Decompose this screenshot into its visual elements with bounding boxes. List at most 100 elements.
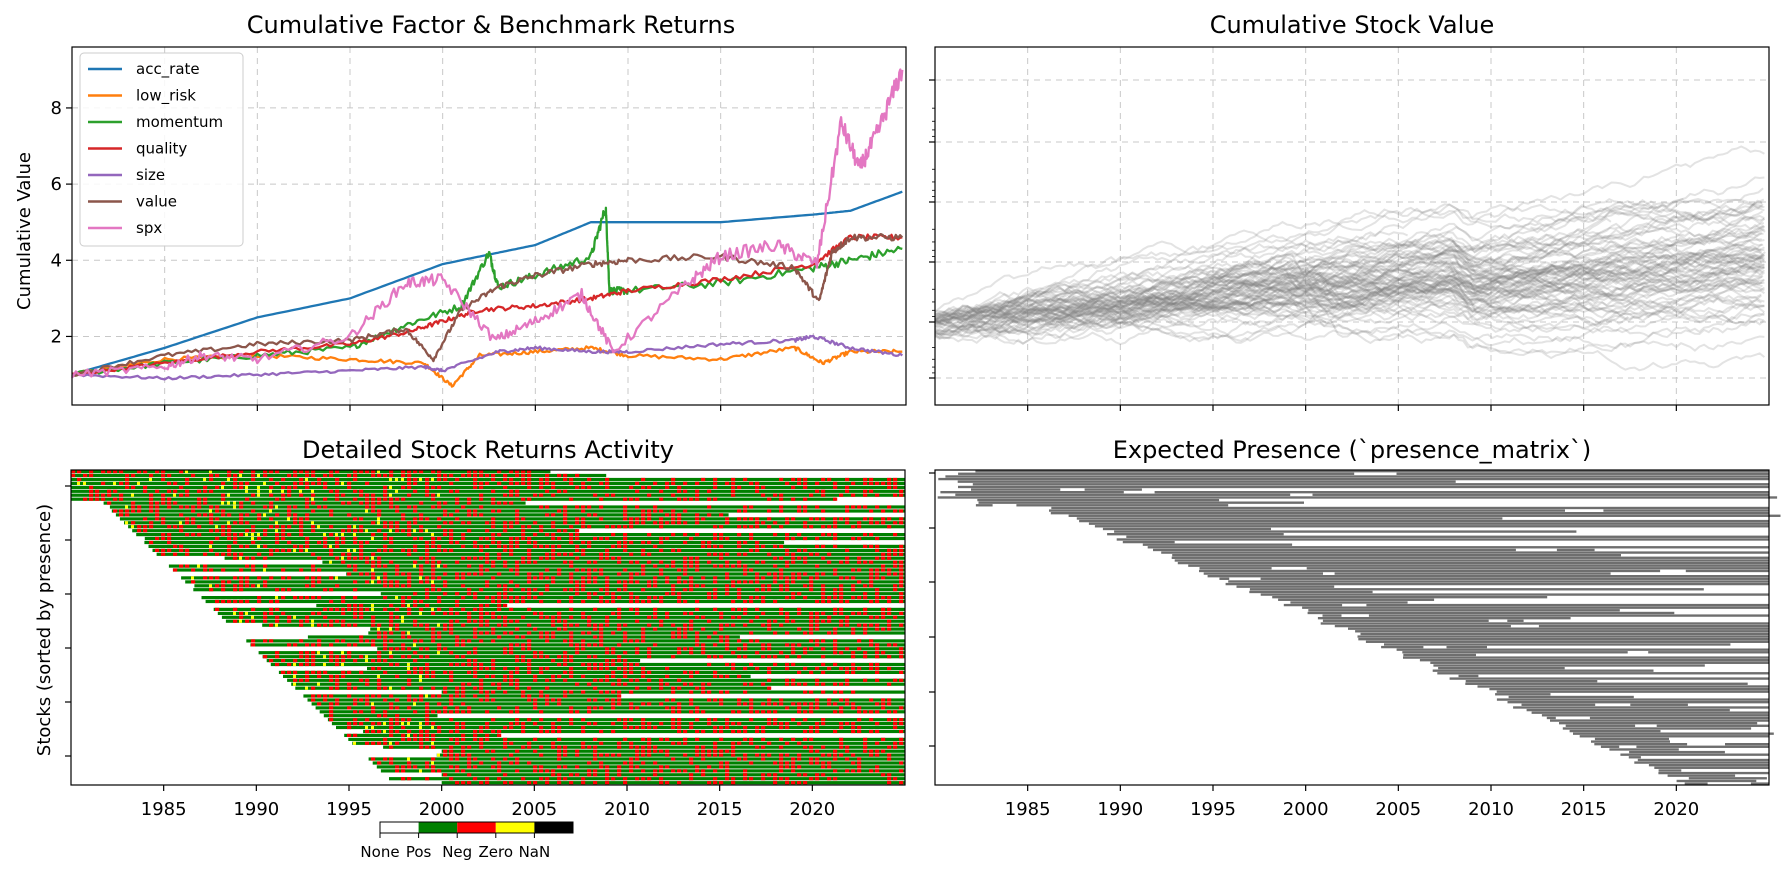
activity-neg-cell [689, 584, 694, 588]
activity-neg-cell [551, 521, 556, 525]
activity-zero-cell [419, 674, 422, 678]
activity-neg-cell [491, 564, 496, 568]
activity-neg-cell [665, 737, 670, 741]
activity-neg-cell [785, 481, 790, 485]
activity-neg-cell [833, 631, 838, 635]
activity-neg-cell [809, 729, 814, 734]
activity-row [346, 572, 905, 576]
activity-neg-cell [395, 505, 400, 509]
activity-neg-cell [323, 607, 328, 611]
activity-neg-cell [299, 662, 304, 667]
activity-zero-cell [377, 576, 380, 580]
stock-path [1202, 224, 1764, 288]
activity-neg-cell [713, 698, 718, 702]
activity-neg-cell [311, 670, 316, 674]
activity-neg-cell [401, 643, 406, 647]
activity-neg-cell [197, 505, 202, 509]
activity-neg-cell [425, 647, 430, 651]
activity-neg-cell [593, 753, 598, 757]
activity-neg-cell [473, 473, 478, 478]
activity-neg-cell [581, 615, 586, 619]
activity-neg-cell [449, 765, 454, 769]
activity-neg-cell [407, 481, 412, 485]
activity-zero-cell [227, 521, 230, 525]
activity-neg-cell [215, 552, 220, 556]
activity-neg-cell [359, 607, 364, 611]
activity-zero-cell [407, 733, 410, 737]
activity-neg-cell [635, 651, 640, 655]
activity-neg-cell [473, 572, 478, 576]
activity-neg-cell [725, 639, 730, 643]
activity-neg-cell [677, 521, 682, 525]
activity-neg-cell [893, 615, 898, 619]
activity-neg-cell [233, 540, 238, 545]
activity-row [372, 761, 905, 765]
activity-neg-cell [803, 556, 808, 560]
activity-neg-cell [701, 773, 706, 777]
activity-neg-cell [749, 568, 754, 572]
activity-neg-cell [533, 737, 538, 741]
activity-neg-cell [497, 769, 502, 773]
activity-neg-cell [311, 552, 316, 556]
activity-neg-cell [299, 525, 304, 529]
activity-neg-cell [275, 599, 280, 604]
activity-neg-cell [737, 588, 742, 592]
activity-neg-cell [869, 769, 874, 773]
presence-segment [1573, 732, 1774, 735]
stock-path [1225, 239, 1764, 293]
factor-returns-panel: Cumulative Factor & Benchmark Returns Cu… [14, 11, 907, 411]
activity-neg-cell [593, 655, 598, 659]
activity-neg-cell [629, 521, 634, 525]
activity-neg-cell [137, 529, 142, 533]
activity-neg-cell [491, 611, 496, 615]
activity-neg-cell [431, 470, 436, 474]
activity-neg-cell [377, 686, 382, 690]
activity-neg-cell [365, 493, 370, 497]
activity-neg-cell [845, 666, 850, 671]
activity-neg-cell [371, 729, 376, 734]
activity-neg-cell [845, 485, 850, 489]
activity-neg-cell [833, 521, 838, 525]
activity-neg-cell [569, 596, 574, 600]
activity-neg-cell [329, 533, 334, 537]
presence-segment [1648, 764, 1769, 767]
activity-neg-cell [425, 588, 430, 592]
activity-neg-cell [887, 525, 892, 529]
activity-neg-cell [683, 497, 688, 501]
activity-neg-cell [749, 741, 754, 745]
activity-neg-cell [287, 473, 292, 478]
activity-neg-cell [695, 556, 700, 560]
activity-neg-cell [659, 497, 664, 501]
activity-neg-cell [779, 753, 784, 757]
activity-neg-cell [317, 623, 322, 627]
activity-neg-cell [611, 706, 616, 710]
activity-x-tick-label-2005: 2005 [511, 799, 557, 820]
activity-neg-cell [797, 765, 802, 769]
activity-neg-cell [419, 556, 424, 560]
activity-neg-cell [203, 552, 208, 556]
activity-neg-cell [803, 651, 808, 655]
activity-neg-cell [443, 473, 448, 478]
activity-neg-cell [245, 513, 250, 517]
activity-neg-cell [197, 513, 202, 517]
activity-neg-cell [881, 552, 886, 556]
activity-neg-cell [863, 655, 868, 659]
activity-neg-cell [563, 473, 568, 478]
activity-neg-cell [503, 666, 508, 671]
presence-segment [1432, 669, 1654, 672]
activity-neg-cell [749, 599, 754, 604]
activity-neg-cell [287, 615, 292, 619]
activity-neg-cell [767, 678, 772, 682]
activity-neg-cell [347, 556, 352, 560]
activity-neg-cell [701, 710, 706, 714]
activity-neg-cell [401, 603, 406, 608]
presence-segment [1685, 569, 1769, 573]
activity-neg-cell [347, 525, 352, 529]
activity-zero-cell [263, 481, 266, 485]
activity-neg-cell [539, 694, 544, 698]
activity-neg-cell [737, 552, 742, 556]
activity-neg-cell [335, 556, 340, 560]
activity-neg-cell [443, 477, 448, 482]
activity-neg-cell [875, 544, 880, 548]
activity-neg-cell [359, 529, 364, 533]
